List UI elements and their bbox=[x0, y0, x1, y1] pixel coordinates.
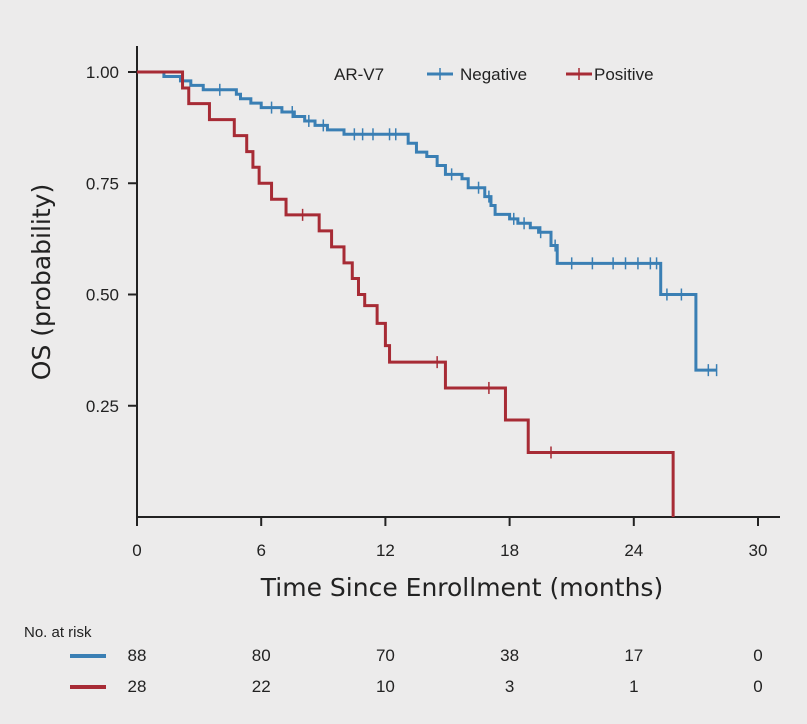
at-risk-count: 0 bbox=[753, 646, 762, 665]
y-tick-label: 0.25 bbox=[86, 397, 119, 416]
at-risk-count: 88 bbox=[128, 646, 147, 665]
legend-label-negative: Negative bbox=[460, 65, 527, 84]
x-tick-label: 12 bbox=[376, 541, 395, 560]
at-risk-count: 1 bbox=[629, 677, 638, 696]
survival-curve-positive bbox=[137, 70, 675, 517]
at-risk-row-negative: 88 80 70 38 17 0 bbox=[70, 646, 763, 665]
x-tick-label: 24 bbox=[624, 541, 643, 560]
x-tick-label: 6 bbox=[256, 541, 265, 560]
series-negative bbox=[137, 70, 718, 377]
x-tick-label: 0 bbox=[132, 541, 141, 560]
at-risk-count: 17 bbox=[624, 646, 643, 665]
at-risk-count: 22 bbox=[252, 677, 271, 696]
at-risk-count: 0 bbox=[753, 677, 762, 696]
at-risk-count: 3 bbox=[505, 677, 514, 696]
at-risk-row-positive: 28 22 10 3 1 0 bbox=[70, 677, 763, 696]
y-tick-label: 0.50 bbox=[86, 286, 119, 305]
x-ticks: 0 6 12 18 24 30 bbox=[132, 517, 767, 560]
legend: AR-V7 Negative Positive bbox=[334, 65, 654, 84]
at-risk-rows: 88 80 70 38 17 028 22 10 3 1 0 bbox=[70, 646, 763, 696]
at-risk-title: No. at risk bbox=[24, 624, 92, 641]
legend-label-positive: Positive bbox=[594, 65, 654, 84]
at-risk-count: 10 bbox=[376, 677, 395, 696]
at-risk-count: 80 bbox=[252, 646, 271, 665]
series-layer bbox=[137, 70, 718, 517]
x-axis-title: Time Since Enrollment (months) bbox=[260, 573, 663, 602]
legend-entries: Negative Positive bbox=[427, 65, 654, 84]
x-tick-label: 30 bbox=[749, 541, 768, 560]
at-risk-count: 28 bbox=[128, 677, 147, 696]
y-ticks: 0.25 0.50 0.75 1.00 bbox=[86, 63, 137, 416]
y-tick-label: 0.75 bbox=[86, 174, 119, 193]
at-risk-count: 70 bbox=[376, 646, 395, 665]
y-axis-title: OS (probability) bbox=[27, 184, 56, 380]
plot-area: 0.25 0.50 0.75 1.00 0 6 12 18 24 30 bbox=[86, 46, 780, 560]
legend-title: AR-V7 bbox=[334, 65, 384, 84]
x-tick-label: 18 bbox=[500, 541, 519, 560]
survival-curve-negative bbox=[137, 70, 717, 372]
at-risk-count: 38 bbox=[500, 646, 519, 665]
series-positive bbox=[137, 70, 675, 517]
at-risk-table: No. at risk 88 80 70 38 17 028 22 10 3 1 0 bbox=[24, 624, 763, 696]
y-tick-label: 1.00 bbox=[86, 63, 119, 82]
